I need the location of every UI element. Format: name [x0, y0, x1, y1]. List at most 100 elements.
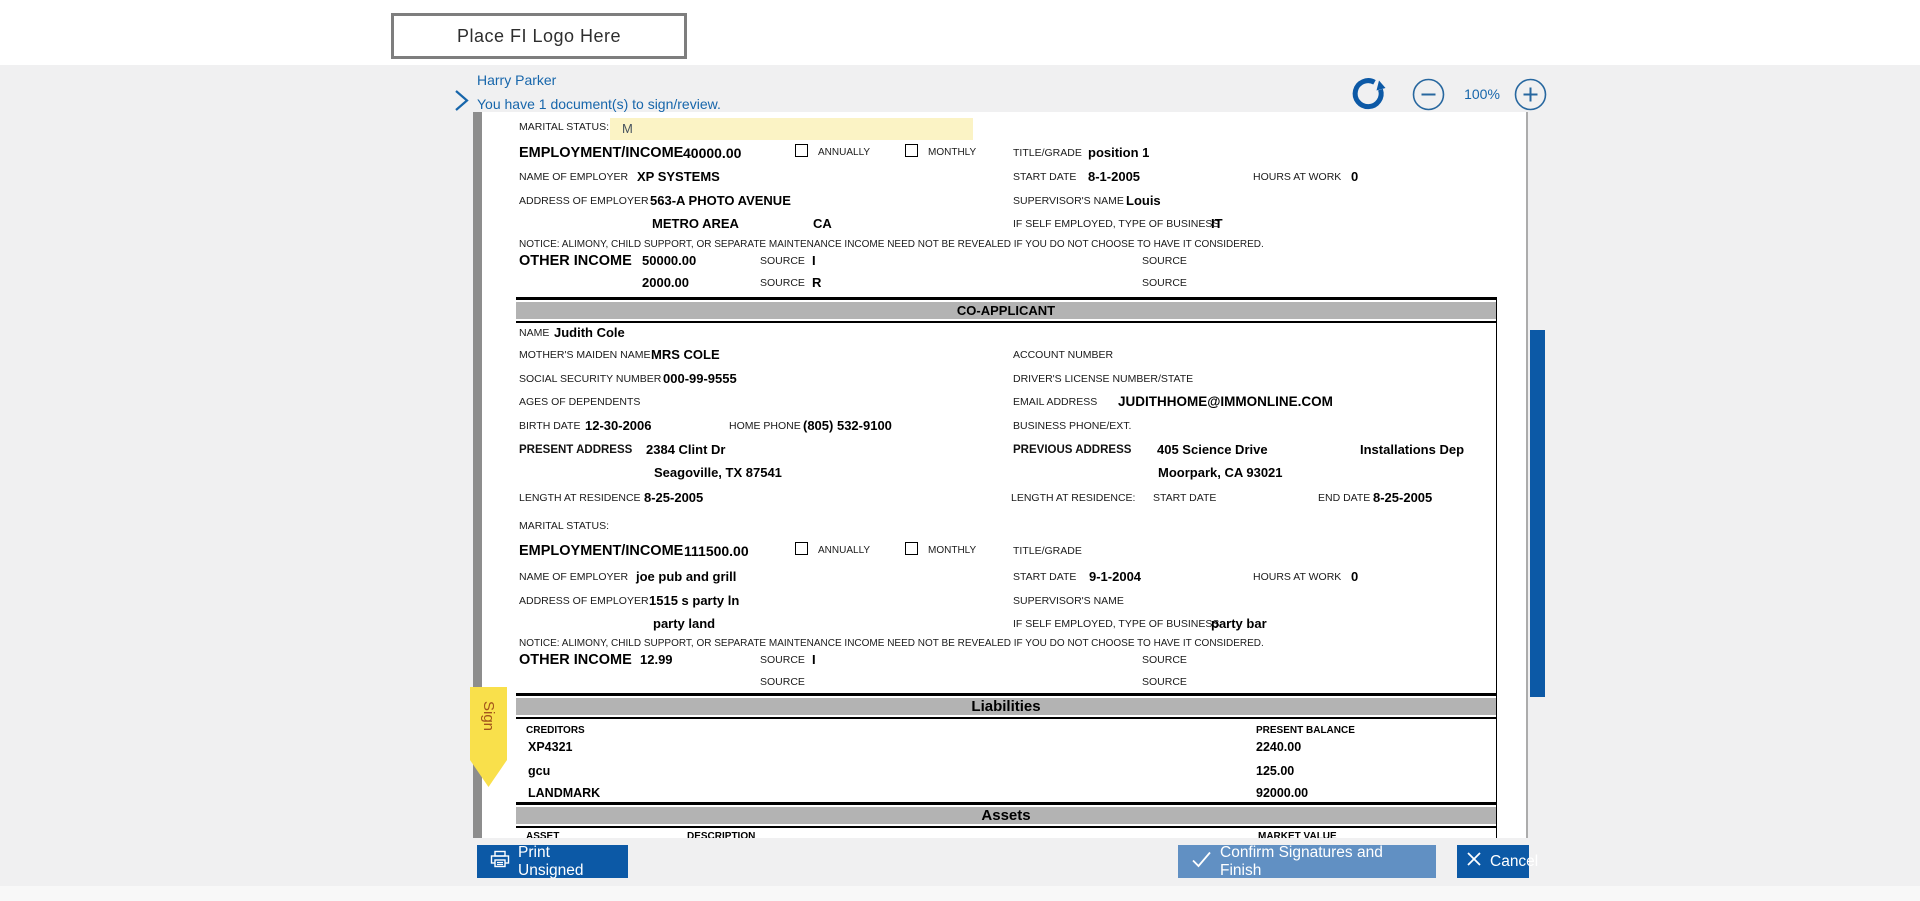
coapp-length-row: LENGTH AT RESIDENCE 8-25-2005 LENGTH AT …: [482, 489, 1526, 507]
coapp-employer-row: NAME OF EMPLOYER joe pub and grill START…: [482, 568, 1526, 586]
coapp-city-row: Seagoville, TX 87541 Moorpark, CA 93021: [482, 464, 1526, 482]
maiden-value: MRS COLE: [651, 347, 720, 362]
selfemp-label: IF SELF EMPLOYED, TYPE OF BUSINESS: [1013, 218, 1220, 230]
home-phone-label: HOME PHONE: [729, 420, 801, 432]
account-label: ACCOUNT NUMBER: [1013, 349, 1114, 361]
other-income-row-2: 2000.00 SOURCE R SOURCE: [482, 274, 1526, 292]
print-unsigned-label: Print Unsigned: [518, 843, 584, 879]
ssn-label: SOCIAL SECURITY NUMBER: [519, 373, 662, 385]
marital-status-label: MARITAL STATUS:: [519, 520, 610, 532]
monthly-label: MONTHLY: [928, 545, 977, 556]
notice-row: NOTICE: ALIMONY, CHILD SUPPORT, OR SEPAR…: [482, 236, 1526, 254]
notice-text: NOTICE: ALIMONY, CHILD SUPPORT, OR SEPAR…: [519, 638, 1264, 649]
cancel-button[interactable]: Cancel: [1457, 845, 1538, 878]
monthly-label: MONTHLY: [928, 147, 977, 158]
liabilities-header-row: CREDITORS PRESENT BALANCE: [482, 724, 1526, 738]
name-value: Judith Cole: [554, 325, 625, 340]
end-date-value: 8-25-2005: [1373, 490, 1433, 505]
employer-address2: party land: [653, 616, 716, 631]
employer-address-label: ADDRESS OF EMPLOYER: [519, 595, 649, 607]
employer-row: NAME OF EMPLOYER XP SYSTEMS START DATE 8…: [482, 168, 1526, 186]
creditor-balance: 92000.00: [1256, 786, 1309, 800]
employer-value: XP SYSTEMS: [637, 169, 720, 184]
document-page: MARITAL STATUS: M EMPLOYMENT/INCOME 4000…: [482, 112, 1526, 838]
source-label: SOURCE: [760, 277, 805, 289]
creditors-label: CREDITORS: [526, 725, 585, 736]
source-value: I: [812, 652, 816, 667]
coapp-employer-address-row: ADDRESS OF EMPLOYER 1515 s party ln SUPE…: [482, 592, 1526, 610]
zoom-in-button[interactable]: [1514, 78, 1547, 116]
present-city: Seagoville, TX 87541: [654, 465, 782, 480]
employer-state: CA: [813, 216, 832, 231]
coapp-employment-income-row: EMPLOYMENT/INCOME 111500.00 ANNUALLY MON…: [482, 542, 1526, 560]
selfemp-label: IF SELF EMPLOYED, TYPE OF BUSINESS: [1013, 618, 1220, 630]
employment-income-value: 111500.00: [684, 543, 749, 559]
confirm-signatures-button[interactable]: Confirm Signatures and Finish: [1178, 844, 1436, 879]
title-grade-value: position 1: [1088, 145, 1150, 160]
zoom-out-button[interactable]: [1412, 78, 1445, 116]
previous-address-label: PREVIOUS ADDRESS: [1013, 444, 1132, 456]
employer-address-label: ADDRESS OF EMPLOYER: [519, 195, 649, 207]
employment-income-label: EMPLOYMENT/INCOME: [519, 543, 684, 559]
coapp-maiden-row: MOTHER'S MAIDEN NAME MRS COLE ACCOUNT NU…: [482, 346, 1526, 364]
chevron-right-icon[interactable]: [452, 89, 470, 117]
end-date-label: END DATE: [1318, 492, 1371, 504]
fi-logo-text: Place FI Logo Here: [456, 25, 622, 46]
other-income-value: 50000.00: [642, 253, 697, 268]
source-label-right: SOURCE: [1142, 255, 1187, 267]
length-start-date-label: START DATE: [1153, 492, 1217, 504]
previous-city: Moorpark, CA 93021: [1158, 465, 1283, 480]
annually-checkbox[interactable]: [795, 542, 808, 555]
bottom-strip: [0, 886, 1920, 901]
length2-label: LENGTH AT RESIDENCE:: [1011, 492, 1136, 504]
ssn-value: 000-99-9555: [663, 371, 737, 386]
liability-row: LANDMARK 92000.00: [482, 784, 1526, 802]
liability-row: gcu 125.00: [482, 762, 1526, 780]
employer-city-row: METRO AREA CA IF SELF EMPLOYED, TYPE OF …: [482, 215, 1526, 233]
source-label: SOURCE: [760, 255, 805, 267]
supervisor-label: SUPERVISOR'S NAME: [1013, 595, 1124, 607]
print-unsigned-button[interactable]: Print Unsigned: [477, 843, 628, 879]
sign-tab-label: Sign: [480, 701, 497, 732]
scrollbar-track[interactable]: [1526, 112, 1528, 838]
title-grade-label: TITLE/GRADE: [1013, 545, 1082, 557]
present-address-label: PRESENT ADDRESS: [519, 444, 633, 456]
form-right-border: [1496, 297, 1497, 838]
employer-label: NAME OF EMPLOYER: [519, 171, 629, 183]
home-phone-value: (805) 532-9100: [803, 418, 892, 433]
creditor-name: XP4321: [528, 740, 573, 754]
marital-status-row: MARITAL STATUS: M: [482, 118, 1526, 140]
ages-label: AGES OF DEPENDENTS: [519, 396, 641, 408]
zoom-level: 100%: [1464, 86, 1500, 102]
business-phone-label: BUSINESS PHONE/EXT.: [1013, 420, 1132, 432]
balance-label: PRESENT BALANCE: [1256, 725, 1355, 736]
scrollbar-thumb[interactable]: [1530, 330, 1545, 697]
employer-value: joe pub and grill: [636, 569, 737, 584]
email-value: JUDITHHOME@IMMONLINE.COM: [1118, 394, 1333, 409]
x-icon: [1466, 851, 1482, 872]
assets-section-bar: Assets: [516, 802, 1496, 828]
selfemp-value: party bar: [1211, 616, 1267, 631]
check-icon: [1191, 851, 1212, 873]
marital-status-input[interactable]: M: [610, 118, 973, 140]
top-bar: Place FI Logo Here: [0, 0, 1920, 65]
birth-label: BIRTH DATE: [519, 420, 581, 432]
supervisor-value: Louis: [1126, 193, 1161, 208]
monthly-checkbox[interactable]: [905, 542, 918, 555]
creditor-balance: 125.00: [1256, 764, 1295, 778]
monthly-checkbox[interactable]: [905, 144, 918, 157]
annually-checkbox[interactable]: [795, 144, 808, 157]
employer-address-value: 1515 s party ln: [649, 593, 740, 608]
employment-income-label: EMPLOYMENT/INCOME: [519, 145, 684, 161]
maiden-label: MOTHER'S MAIDEN NAME: [519, 349, 651, 361]
hours-value: 0: [1351, 169, 1359, 184]
coapp-ssn-row: SOCIAL SECURITY NUMBER 000-99-9555 DRIVE…: [482, 370, 1526, 388]
employment-income-value: 40000.00: [683, 145, 742, 161]
birth-value: 12-30-2006: [585, 418, 652, 433]
source-label-right: SOURCE: [1142, 676, 1187, 688]
user-name: Harry Parker: [477, 72, 557, 88]
other-income-label: OTHER INCOME: [519, 253, 632, 269]
refresh-icon[interactable]: [1349, 74, 1389, 119]
employer-city: METRO AREA: [652, 216, 739, 231]
coapp-ages-email-row: AGES OF DEPENDENTS EMAIL ADDRESS JUDITHH…: [482, 393, 1526, 411]
